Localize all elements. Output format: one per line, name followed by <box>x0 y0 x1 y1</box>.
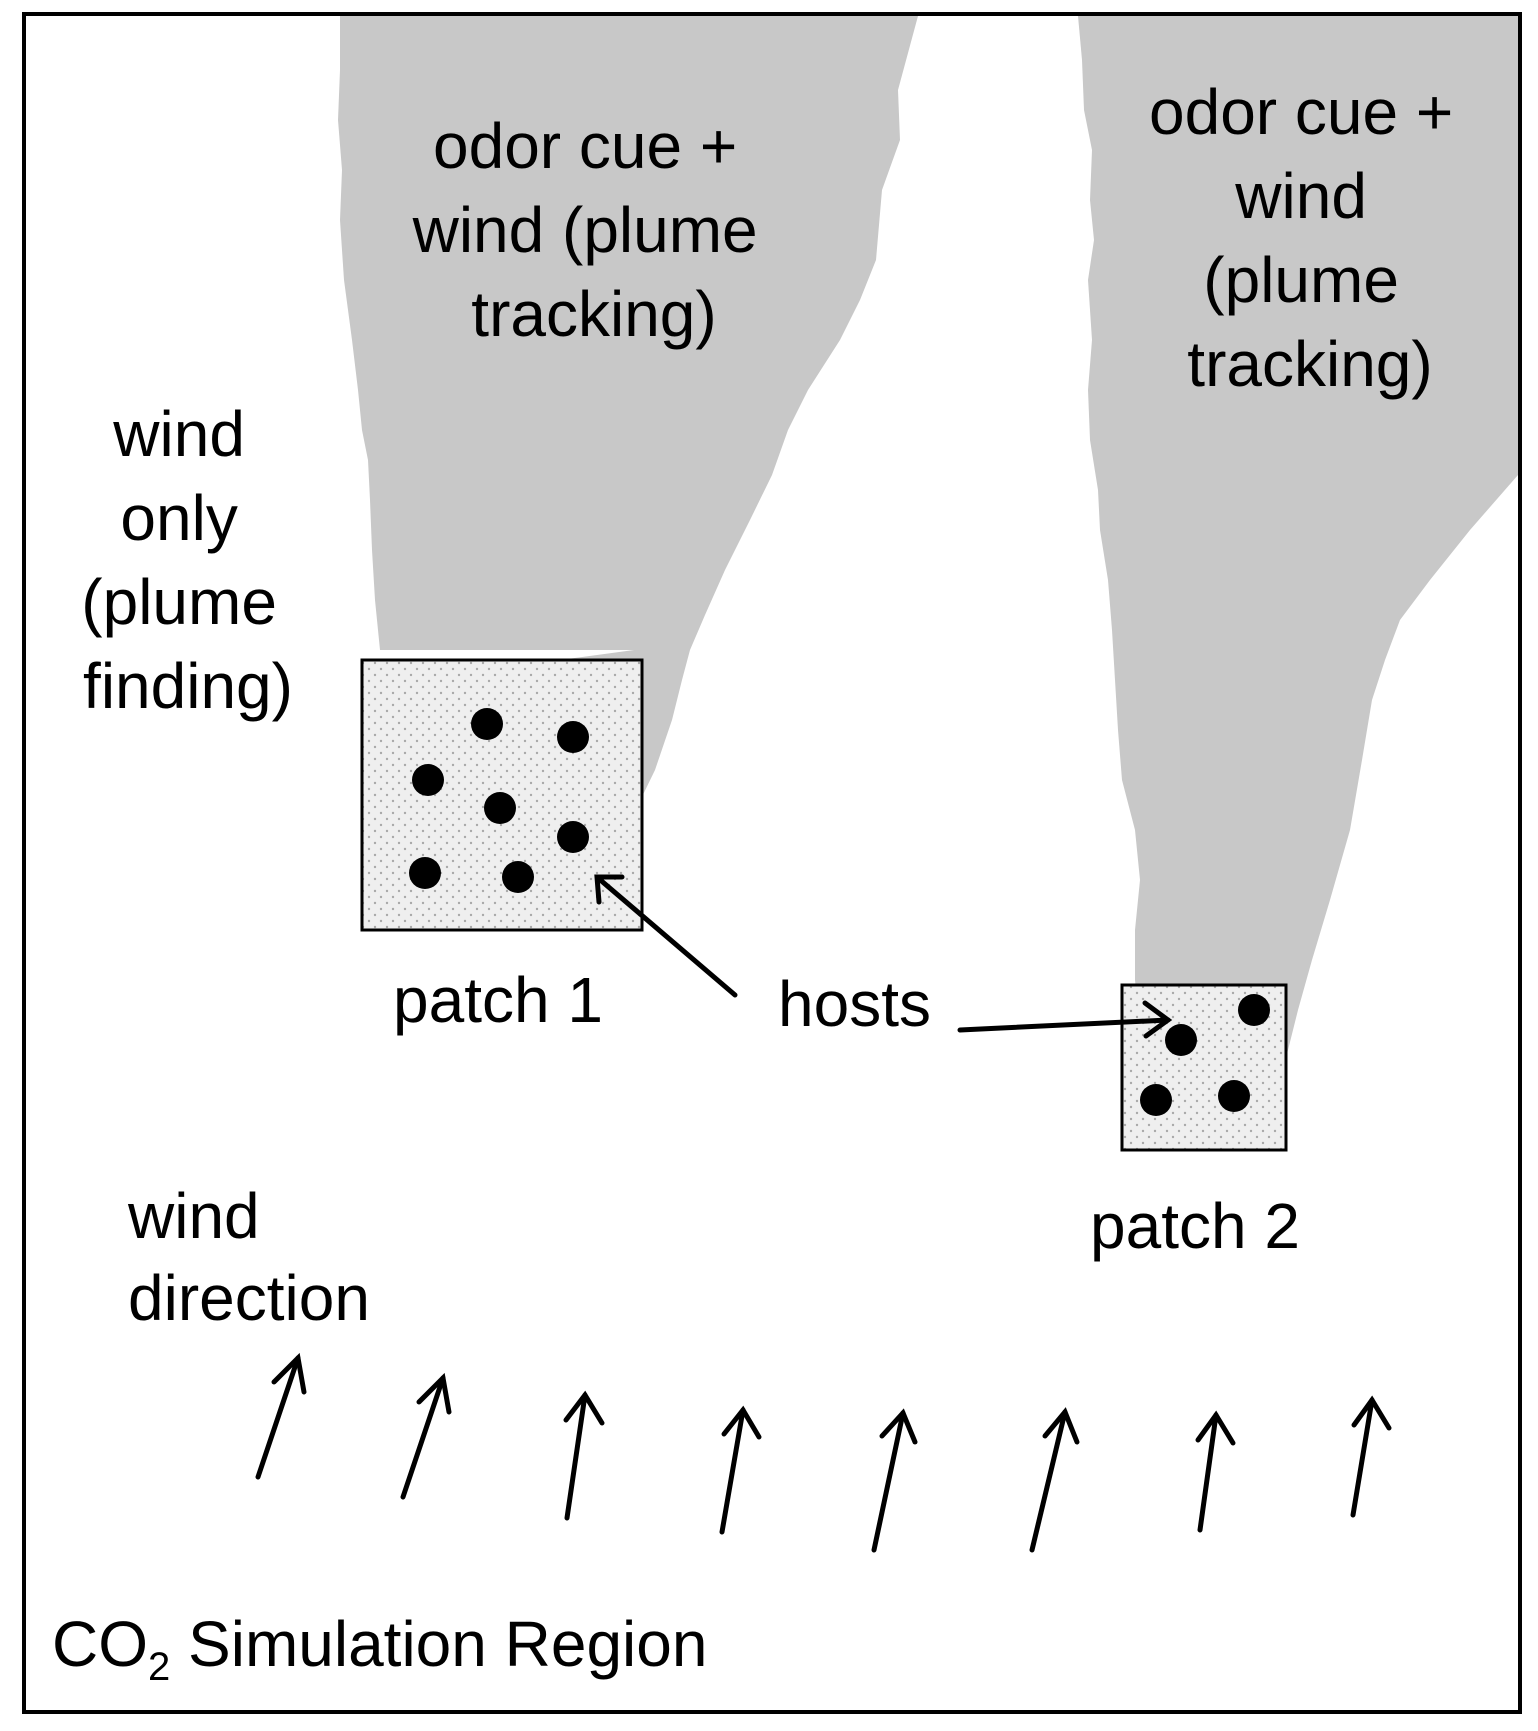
host <box>557 721 589 753</box>
host <box>484 792 516 824</box>
patch-2-label: patch 2 <box>1090 1190 1300 1262</box>
hosts-arrow-1 <box>594 874 738 998</box>
patch-1-label: patch 1 <box>393 964 603 1036</box>
wind-arrow <box>871 1408 918 1553</box>
odor-plume-1 <box>338 16 918 910</box>
wind-arrow <box>400 1372 452 1500</box>
host <box>1238 994 1270 1026</box>
hosts-label: hosts <box>778 968 931 1040</box>
hosts-arrow-2 <box>957 1000 1173 1039</box>
plume-2-label: odor cue + wind (plume tracking) <box>1149 76 1471 400</box>
wind-arrow <box>563 1390 605 1521</box>
host <box>409 857 441 889</box>
wind-arrows <box>255 1352 1392 1553</box>
host <box>557 821 589 853</box>
host <box>1165 1024 1197 1056</box>
wind-arrow <box>255 1352 307 1480</box>
wind-arrow <box>719 1405 762 1535</box>
host <box>471 708 503 740</box>
host <box>1218 1080 1250 1112</box>
wind-direction-label: wind direction <box>127 1180 370 1334</box>
host <box>502 861 534 893</box>
host <box>412 764 444 796</box>
wind-arrow <box>1195 1410 1236 1533</box>
patch-2-hosts <box>1140 994 1270 1116</box>
plume-1-label: odor cue + wind (plume tracking) <box>412 110 776 350</box>
wind-arrow <box>1029 1407 1080 1553</box>
odor-plume-2 <box>1078 16 1518 1080</box>
patch-1-hosts <box>409 708 589 893</box>
wind-only-label: wind only (plume finding) <box>81 398 294 722</box>
host <box>1140 1084 1172 1116</box>
simulation-region-title: CO2 Simulation Region <box>52 1608 707 1689</box>
wind-arrow <box>1350 1395 1392 1518</box>
